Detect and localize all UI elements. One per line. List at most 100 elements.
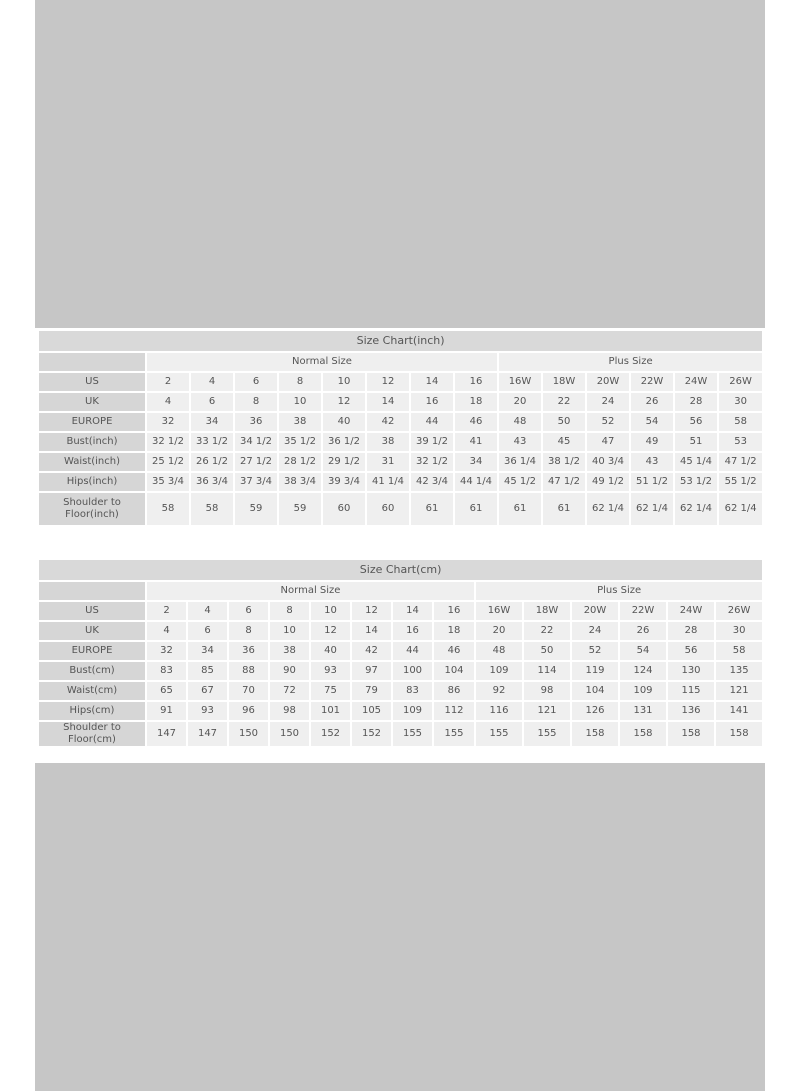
- table-row: US 2 4 6 8 10 12 14 16 16W 18W 20W 22W 24W 26W: [37, 600, 765, 622]
- table-cell: 20: [474, 620, 524, 642]
- table-cell: 14: [350, 620, 393, 642]
- table-cell: 136: [666, 700, 716, 722]
- table-cell: 22: [522, 620, 572, 642]
- table-row: US 2 4 6 8 10 12 14 16 16W 18W 20W 22W 24W 26W: [37, 371, 765, 393]
- table-cell: 2: [145, 600, 188, 622]
- table-cell: 28: [666, 620, 716, 642]
- table-cell: 32: [145, 640, 188, 662]
- table-cell: 62 1/4: [585, 491, 631, 527]
- table-row: Shoulder to Floor(cm) 147 147 150 150 152 152 1…: [37, 720, 765, 748]
- table-cell: 36 1/4: [497, 451, 543, 473]
- table-cell: 59: [233, 491, 279, 527]
- chart-title: Size Chart(inch): [36, 329, 765, 353]
- table-cell: 121: [522, 700, 572, 722]
- table-cell: 35 1/2: [277, 431, 323, 453]
- table-cell: 155: [522, 720, 572, 748]
- table-cell: 4: [145, 391, 191, 413]
- table-cell: 98: [268, 700, 311, 722]
- table-cell: 16: [453, 371, 499, 393]
- table-cell: 36: [233, 411, 279, 433]
- table-cell: 126: [570, 700, 620, 722]
- table-cell: 121: [713, 680, 765, 702]
- table-row: Waist(cm) 65 67 70 72 75 79 83 86 92 98 104 109 115 12…: [37, 680, 765, 702]
- table-cell: 97: [350, 660, 393, 682]
- table-cell: 16: [432, 600, 476, 622]
- table-cell: 27 1/2: [233, 451, 279, 473]
- table-cell: 50: [541, 411, 587, 433]
- row-label: UK: [37, 391, 147, 413]
- row-label: Waist(inch): [37, 451, 147, 473]
- table-cell: 83: [145, 660, 188, 682]
- size-chart-cm-table: Size Chart(cm) Normal Size Plus Size US 2 4 6 8…: [36, 558, 765, 748]
- table-row: EUROPE 32 34 36 38 40 42 44 46 48 50 52 54 56 58: [37, 411, 765, 433]
- table-cell: 38: [365, 431, 411, 453]
- table-cell: 55 1/2: [716, 471, 765, 493]
- table-cell: 36: [227, 640, 270, 662]
- table-row: UK 4 6 8 10 12 14 16 18 20 22 24 26 28 30: [37, 620, 765, 642]
- table-cell: 12: [321, 391, 367, 413]
- table-cell: 26W: [713, 600, 765, 622]
- table-cell: 62 1/4: [716, 491, 765, 527]
- table-cell: 26 1/2: [189, 451, 235, 473]
- table-cell: 75: [309, 680, 352, 702]
- table-cell: 24: [570, 620, 620, 642]
- table-cell: 155: [432, 720, 476, 748]
- table-cell: 33 1/2: [189, 431, 235, 453]
- row-label: Bust(cm): [37, 660, 147, 682]
- table-cell: 50: [522, 640, 572, 662]
- table-cell: 20W: [570, 600, 620, 622]
- row-label: Shoulder to Floor(cm): [37, 720, 147, 748]
- table-cell: 12: [365, 371, 411, 393]
- table-cell: 91: [145, 700, 188, 722]
- table-cell: 16: [391, 620, 434, 642]
- table-row: Shoulder to Floor(inch) 58 58 59 59 60 60 61 61 6…: [37, 491, 765, 527]
- table-cell: 32 1/2: [409, 451, 455, 473]
- row-label: UK: [37, 620, 147, 642]
- table-cell: 141: [713, 700, 765, 722]
- table-cell: 32: [145, 411, 191, 433]
- table-cell: 6: [189, 391, 235, 413]
- table-cell: 96: [227, 700, 270, 722]
- table-cell: 47: [585, 431, 631, 453]
- row-label: EUROPE: [37, 411, 147, 433]
- table-cell: 115: [666, 680, 716, 702]
- title-row: Size Chart(cm): [36, 558, 765, 582]
- table-cell: 150: [268, 720, 311, 748]
- table-cell: 22W: [618, 600, 668, 622]
- row-label: US: [37, 600, 147, 622]
- table-cell: 8: [233, 391, 279, 413]
- table-row: Hips(cm) 91 93 96 98 101 105 109 112 116 121 126 131…: [37, 700, 765, 722]
- table-cell: 112: [432, 700, 476, 722]
- table-cell: 22W: [629, 371, 675, 393]
- table-cell: 12: [350, 600, 393, 622]
- row-label: EUROPE: [37, 640, 147, 662]
- group-header-row: Normal Size Plus Size: [37, 351, 765, 373]
- table-cell: 4: [145, 620, 188, 642]
- table-cell: 155: [474, 720, 524, 748]
- table-cell: 41: [453, 431, 499, 453]
- table-cell: 38 3/4: [277, 471, 323, 493]
- group-plus-size: Plus Size: [473, 580, 765, 602]
- table-cell: 24W: [666, 600, 716, 622]
- table-cell: 14: [409, 371, 455, 393]
- table-cell: 53 1/2: [673, 471, 719, 493]
- table-cell: 85: [186, 660, 229, 682]
- table-cell: 6: [227, 600, 270, 622]
- table-cell: 93: [309, 660, 352, 682]
- chart-title: Size Chart(cm): [36, 558, 765, 582]
- table-cell: 10: [321, 371, 367, 393]
- table-row: Hips(inch) 35 3/4 36 3/4 37 3/4 38 3/4 39 3/4…: [37, 471, 765, 493]
- table-cell: 10: [309, 600, 352, 622]
- table-cell: 34 1/2: [233, 431, 279, 453]
- table-cell: 20: [497, 391, 543, 413]
- table-cell: 46: [432, 640, 476, 662]
- table-cell: 135: [713, 660, 765, 682]
- table-cell: 6: [233, 371, 279, 393]
- table-cell: 46: [453, 411, 499, 433]
- table-cell: 40: [321, 411, 367, 433]
- table-cell: 28 1/2: [277, 451, 323, 473]
- table-cell: 2: [145, 371, 191, 393]
- table-cell: 155: [391, 720, 434, 748]
- title-row: Size Chart(inch): [36, 329, 765, 353]
- table-cell: 58: [713, 640, 765, 662]
